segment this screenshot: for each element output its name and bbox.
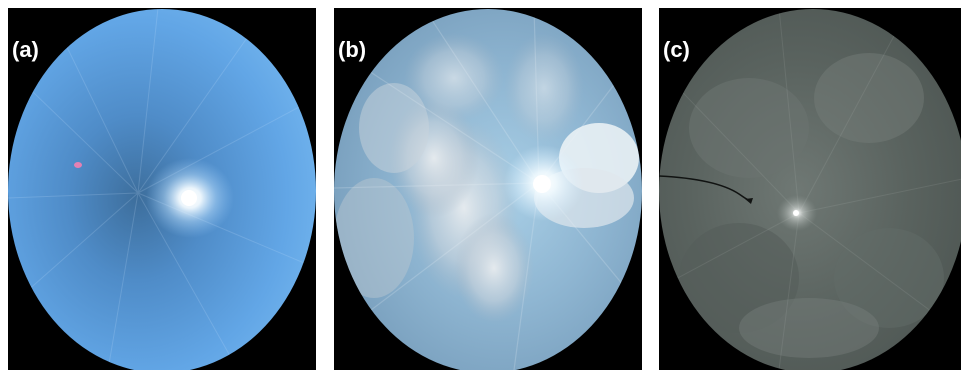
- sky-image-overcast: (c): [659, 8, 961, 370]
- panel-label-a: (a): [12, 37, 39, 62]
- sky-image-partly-cloudy: (b): [334, 8, 642, 370]
- sun: [533, 175, 551, 193]
- panel-label-c: (c): [663, 37, 690, 62]
- camera-arm-tip: [745, 198, 753, 204]
- partly-cloudy-sky-fisheye: [334, 9, 642, 370]
- sun: [181, 190, 197, 206]
- sky-image-clear: (a): [8, 8, 316, 370]
- panel-label-b: (b): [338, 37, 367, 62]
- clear-sky-fisheye: [8, 9, 316, 370]
- clouds: [679, 53, 944, 358]
- lens-flare: [74, 162, 82, 168]
- sun: [793, 210, 799, 216]
- overcast-sky-fisheye: [659, 9, 961, 370]
